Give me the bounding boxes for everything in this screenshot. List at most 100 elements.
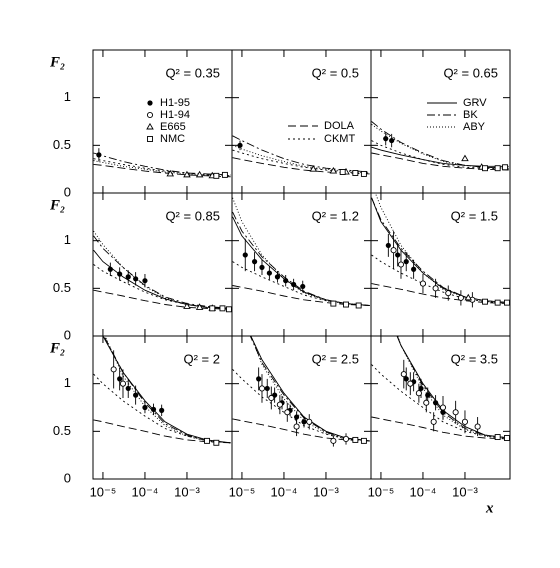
x-tick-label: 10⁻⁴ (409, 484, 436, 499)
data-point (213, 439, 220, 446)
x-axis-label: x (485, 500, 494, 516)
data-point (258, 385, 266, 392)
curve (232, 211, 370, 306)
data-point (482, 298, 488, 305)
curve (93, 230, 231, 309)
legend-label: H1-94 (160, 109, 190, 121)
curve (396, 336, 509, 439)
panel: 10⁻⁵ 10⁻⁴ 10⁻³ Q² = 3.5 (368, 335, 511, 499)
data-point (461, 154, 469, 162)
x-tick-label: 10⁻³ (174, 484, 200, 499)
data-point (226, 306, 232, 313)
data-point (133, 276, 139, 282)
data-point (389, 137, 395, 144)
data-point (403, 376, 409, 382)
y-tick-label: 1 (64, 232, 71, 247)
data-point (291, 281, 297, 288)
data-point (445, 290, 452, 297)
data-point (159, 407, 165, 413)
data-point (306, 418, 313, 425)
data-point (461, 418, 469, 425)
curves (371, 121, 509, 172)
data-point (390, 247, 397, 254)
data-point (110, 366, 117, 373)
curve (397, 336, 509, 440)
panel-title: Q² = 0.5 (312, 65, 359, 80)
curves (371, 336, 510, 441)
data-point (195, 170, 204, 178)
data-point (251, 259, 258, 265)
data-point (284, 409, 291, 416)
curve (104, 336, 231, 444)
data-point (259, 264, 265, 270)
data-point (395, 252, 401, 258)
data-point (343, 301, 349, 308)
data-point (339, 169, 346, 175)
curve (93, 235, 231, 309)
x-tick-label: 10⁻⁵ (368, 484, 395, 499)
data-point (352, 170, 359, 176)
data-point (502, 164, 509, 171)
y-axis-label: F₂ (49, 340, 65, 356)
curve (93, 163, 231, 178)
x-tick-label: 10⁻⁵ (229, 484, 256, 499)
legend-marker (147, 100, 153, 106)
y-tick-label: 0.5 (53, 280, 71, 295)
curves (232, 336, 370, 447)
curves (232, 135, 370, 177)
legend-label: NMC (160, 133, 185, 145)
legend-label: E665 (160, 121, 186, 133)
data-point (330, 300, 337, 307)
data-point (268, 394, 275, 402)
data-point (385, 242, 391, 249)
y-tick-label: 0.5 (53, 423, 71, 438)
data-point (150, 406, 157, 413)
data-point (183, 170, 191, 178)
panel: 0 0.5 1 Q² = 0.35 (53, 49, 233, 199)
panel: 10⁻⁵ 10⁻⁴ 10⁻³ Q² = 2.5 (229, 335, 372, 499)
panel-frame (370, 335, 511, 480)
data-point (457, 294, 464, 301)
data-point (418, 385, 424, 392)
x-tick-label: 10⁻⁴ (131, 484, 158, 499)
data-point (183, 302, 191, 309)
data-point (293, 423, 300, 430)
panel: 0 0.5 1 10⁻⁵ 10⁻⁴ 10⁻³ Q² = 2 (53, 335, 233, 499)
curve (103, 336, 231, 444)
data-point (221, 171, 228, 178)
x-tick-label: 10⁻⁴ (270, 484, 297, 499)
data-point (397, 261, 405, 268)
data-point (433, 400, 439, 406)
data-point (419, 280, 427, 287)
legend-label: ABY (463, 121, 486, 133)
data-point (329, 166, 338, 174)
data-point (125, 274, 131, 280)
panel-title: Q² = 3.5 (451, 351, 498, 366)
data-point (96, 152, 102, 158)
data-point (430, 418, 437, 425)
data-point (166, 169, 175, 177)
data-point (274, 274, 281, 280)
panel-title: Q² = 0.65 (443, 65, 498, 80)
curve (371, 197, 509, 304)
curve (371, 254, 509, 305)
panel-title: Q² = 0.35 (165, 65, 220, 80)
data-point (142, 278, 148, 284)
panel: Q² = 0.65 (370, 49, 511, 194)
curve (371, 197, 509, 304)
panel-title: Q² = 1.2 (312, 208, 359, 223)
data-point (107, 266, 113, 272)
curve (371, 121, 509, 169)
curves (232, 197, 370, 309)
data-point (242, 252, 248, 258)
data-point (330, 437, 337, 444)
data-point (117, 376, 123, 382)
panel-title: Q² = 1.5 (451, 208, 498, 223)
data-point (360, 170, 367, 177)
data-point (355, 302, 362, 309)
data-point (204, 437, 210, 444)
data-point (360, 437, 367, 444)
curve (371, 140, 509, 170)
panel-title: Q² = 2 (184, 351, 221, 366)
